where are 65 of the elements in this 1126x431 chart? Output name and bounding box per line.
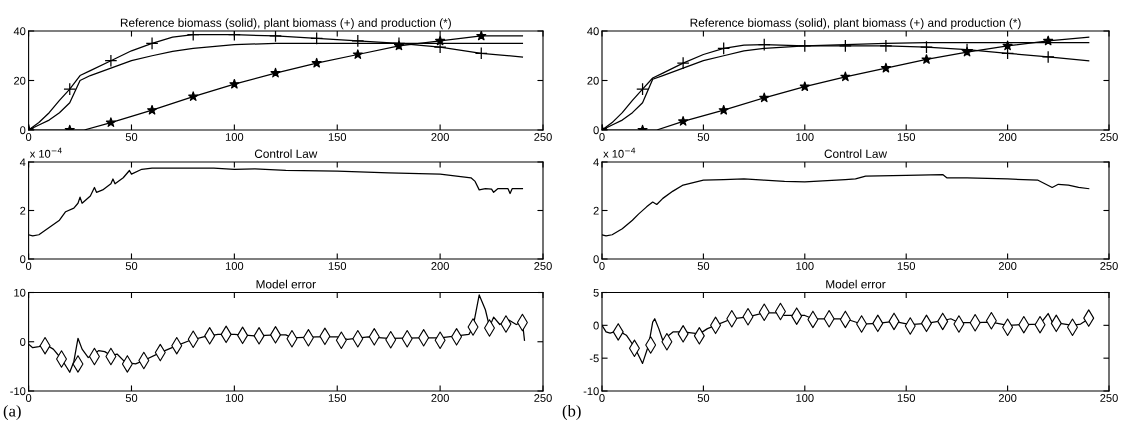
x-tick-label: 250 xyxy=(1100,133,1118,141)
x-tick-label: 50 xyxy=(697,394,710,402)
y-tick-label: -10 xyxy=(10,387,26,396)
x-tick-label: 0 xyxy=(599,133,605,141)
x-tick-label: 100 xyxy=(796,133,814,141)
text: (b) xyxy=(562,404,581,420)
text: x 10$^{−4}$ xyxy=(29,147,62,158)
x-tick-label: 0 xyxy=(599,394,605,402)
x-tick-label: 50 xyxy=(125,133,138,141)
y-tick-label: -10 xyxy=(583,387,599,396)
x-tick-label: 200 xyxy=(431,262,449,270)
y-tick-label: 20 xyxy=(14,76,26,85)
chart-title: Control Law xyxy=(254,149,318,158)
x-tick-label: 150 xyxy=(328,133,347,141)
x-tick-label: 0 xyxy=(25,394,32,402)
y-tick-label: 0 xyxy=(593,126,599,135)
y-tick-label: 5 xyxy=(593,288,599,297)
x-tick-label: 150 xyxy=(328,394,347,402)
x-tick-label: 0 xyxy=(599,262,605,270)
x-tick-label: 50 xyxy=(125,262,138,270)
x-tick-label: 250 xyxy=(534,133,552,141)
chart-title: Reference biomass (solid), plant biomass (+) and production (*) xyxy=(690,18,1021,30)
chart-title: Model error xyxy=(826,279,886,289)
x-tick-label: 0 xyxy=(25,133,32,141)
y-tick-label: 2 xyxy=(593,206,599,215)
y-tick-label: 0 xyxy=(20,126,26,135)
chart-title: Control Law xyxy=(824,149,888,158)
y-tick-label: 0 xyxy=(20,338,26,346)
x-tick-label: 50 xyxy=(697,262,710,270)
text: x 10$^{−4}$ xyxy=(603,147,636,158)
text: (a) xyxy=(3,404,21,420)
y-tick-label: 0 xyxy=(593,255,599,264)
x-tick-label: 100 xyxy=(225,262,244,270)
x-tick-label: 200 xyxy=(431,394,449,402)
y-tick-label: 2 xyxy=(20,206,26,215)
x-tick-label: 100 xyxy=(796,262,814,270)
chart-title: Reference biomass (solid), plant biomass (+) and production (*) xyxy=(120,18,451,30)
x-tick-label: 200 xyxy=(431,133,449,141)
x-tick-label: 200 xyxy=(998,133,1017,141)
y-tick-label: 4 xyxy=(19,158,26,167)
y-tick-label: 10 xyxy=(14,288,26,297)
x-tick-label: 250 xyxy=(1100,262,1118,270)
y-tick-label: 4 xyxy=(593,158,599,167)
x-tick-label: 200 xyxy=(998,262,1017,270)
y-tick-label: 20 xyxy=(587,76,599,85)
x-tick-label: 150 xyxy=(897,133,916,141)
x-tick-label: 100 xyxy=(225,133,244,141)
x-tick-label: 150 xyxy=(897,394,916,402)
x-tick-label: 250 xyxy=(534,394,552,402)
x-tick-label: 0 xyxy=(25,262,32,270)
y-tick-label: -5 xyxy=(589,354,599,363)
y-tick-label: 40 xyxy=(13,27,26,36)
x-tick-label: 100 xyxy=(225,394,244,402)
y-tick-label: 40 xyxy=(587,27,599,36)
x-tick-label: 250 xyxy=(534,262,552,270)
y-tick-label: 0 xyxy=(593,321,599,330)
x-tick-label: 100 xyxy=(796,394,814,402)
chart-title: Model error xyxy=(256,279,316,289)
y-tick-label: 0 xyxy=(20,255,26,264)
x-tick-label: 150 xyxy=(328,262,347,270)
x-tick-label: 200 xyxy=(998,394,1017,402)
x-tick-label: 50 xyxy=(125,394,138,402)
x-tick-label: 50 xyxy=(697,133,710,141)
x-tick-label: 250 xyxy=(1100,394,1118,402)
x-tick-label: 150 xyxy=(897,262,916,270)
